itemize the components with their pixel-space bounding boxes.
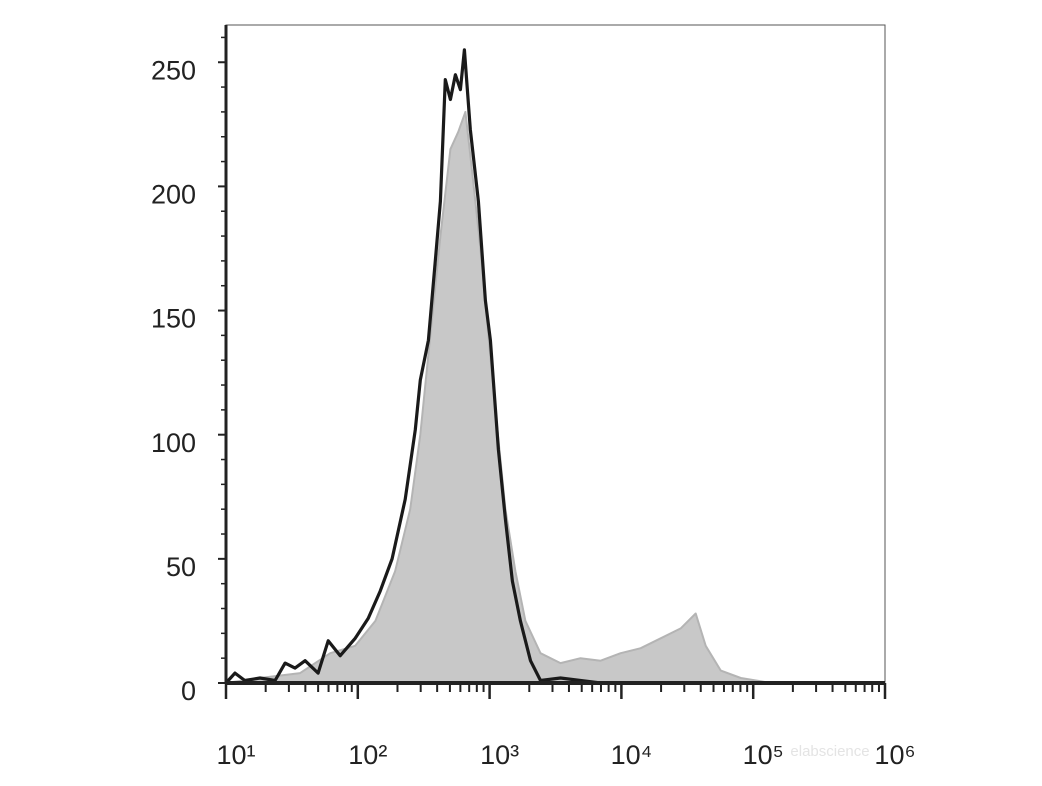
y-tick-label: 100 [151, 428, 196, 458]
y-tick-label: 0 [181, 676, 196, 706]
y-tick-label: 200 [151, 180, 196, 210]
x-tick-label: 10⁴ [611, 740, 653, 770]
x-tick-label: 10² [348, 740, 387, 770]
x-tick-label: 10³ [480, 740, 519, 770]
y-tick-label: 150 [151, 304, 196, 334]
histogram-line [224, 48, 885, 685]
x-tick-label: 10⁶ [874, 740, 915, 770]
histogram-area [225, 110, 886, 684]
plot-frame [225, 24, 886, 684]
watermark: elabscience [790, 743, 869, 760]
x-tick-label: 10⁵ [743, 740, 784, 770]
y-tick-label: 250 [151, 55, 196, 85]
x-tick-label: 10¹ [216, 740, 255, 770]
y-tick-label: 50 [166, 552, 196, 582]
